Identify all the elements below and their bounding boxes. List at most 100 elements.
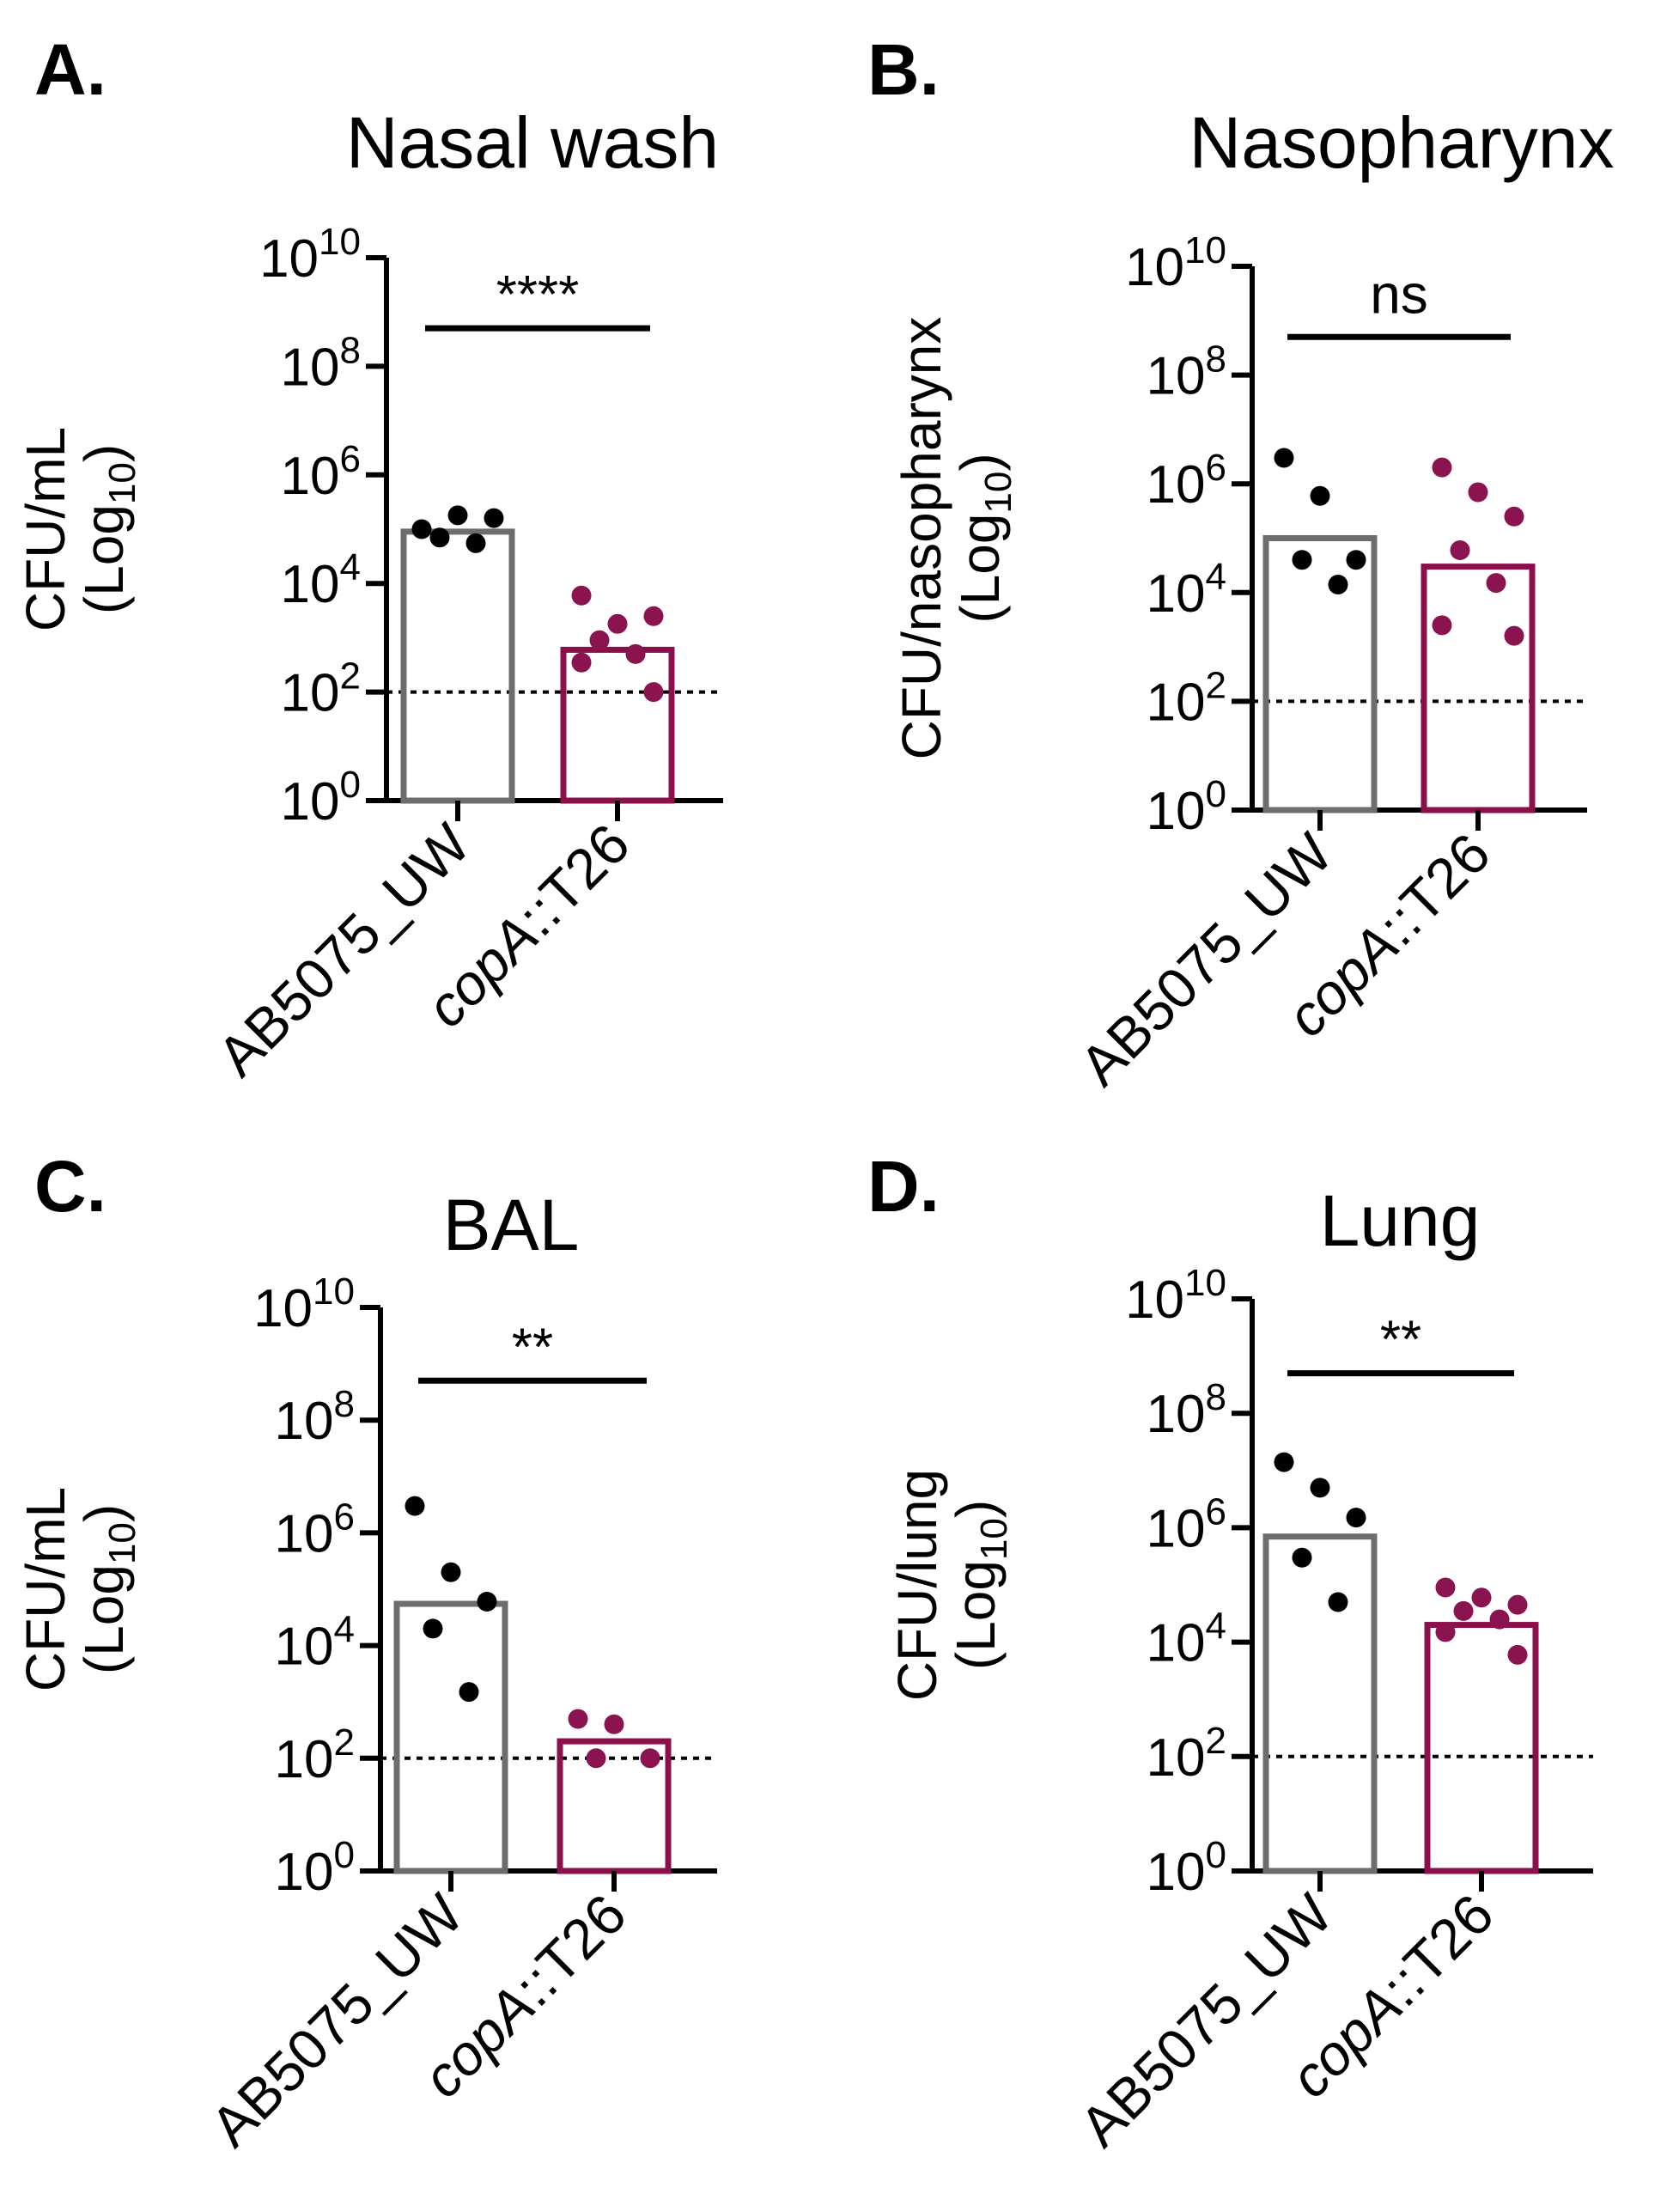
y-tick-base: 10	[1147, 1843, 1206, 1902]
y-tick-exponent: 6	[340, 438, 361, 480]
data-point	[411, 519, 432, 539]
y-axis-label-line2: (Log10)	[945, 1500, 1015, 1670]
data-point	[586, 1748, 606, 1769]
y-tick-label: 102	[1147, 664, 1226, 732]
y-tick-base: 10	[1125, 238, 1184, 297]
y-label-subscript: 10	[977, 472, 1019, 514]
y-tick-base: 10	[275, 1392, 334, 1451]
y-label-log: (Log	[945, 1560, 1007, 1670]
y-axis-label-line1: CFU/lung	[886, 1469, 948, 1701]
y-tick-base: 10	[1147, 564, 1206, 624]
significance-label: ns	[1370, 263, 1428, 325]
data-point	[459, 1682, 479, 1703]
data-point	[571, 585, 592, 606]
y-tick-label: 100	[1147, 1834, 1226, 1902]
y-tick-label: 100	[275, 1834, 355, 1902]
y-tick-label: 100	[1147, 773, 1226, 841]
data-point	[447, 505, 468, 526]
y-label-log: (Log	[73, 1564, 135, 1674]
data-point	[1507, 1594, 1528, 1615]
data-point	[571, 652, 592, 673]
y-tick-exponent: 6	[334, 1496, 355, 1538]
y-tick-exponent: 4	[1206, 556, 1226, 598]
panel-letter: D.	[867, 1146, 940, 1227]
y-tick-label: 100	[281, 764, 361, 832]
panel-b: B.NasopharynxCFU/nasopharynx(Log10)10010…	[867, 29, 1614, 1098]
data-point	[465, 533, 486, 553]
y-axis-label: CFU/mL(Log10)	[15, 1487, 143, 1691]
y-tick-base: 10	[259, 229, 319, 289]
data-point	[1450, 540, 1470, 561]
y-label-close: )	[949, 453, 1011, 471]
y-label-close: )	[945, 1500, 1007, 1518]
x-label-ab5075-uw: AB5075_UW	[205, 811, 483, 1088]
y-tick-label: 1010	[259, 221, 361, 289]
panel-letter: C.	[34, 1146, 106, 1227]
data-point	[484, 508, 504, 528]
y-tick-exponent: 10	[313, 1271, 355, 1313]
data-point	[1328, 1592, 1348, 1612]
y-tick-base: 10	[281, 447, 340, 506]
y-tick-base: 10	[1147, 1385, 1206, 1444]
data-point	[643, 682, 664, 703]
x-label-text: AB5075_UW	[198, 1881, 476, 2159]
x-label-ab5075-uw: AB5075_UW	[198, 1881, 476, 2159]
panel-letter: B.	[867, 29, 940, 110]
panel-d: D. LungCFU/lung(Log10)1001021041061081010…	[867, 1146, 1593, 2159]
y-tick-base: 10	[281, 664, 340, 723]
data-point	[589, 630, 610, 650]
y-tick-label: 1010	[253, 1271, 355, 1338]
y-tick-base: 10	[281, 338, 340, 397]
panel-letter: A.	[34, 29, 106, 110]
x-label-text: AB5075_UW	[205, 811, 483, 1088]
y-label-subscript: 10	[101, 1522, 143, 1564]
y-tick-exponent: 10	[319, 221, 361, 263]
data-point	[477, 1592, 497, 1612]
y-tick-base: 10	[1147, 782, 1206, 841]
y-tick-base: 10	[253, 1279, 313, 1338]
significance-label: **	[1380, 1311, 1421, 1370]
y-tick-exponent: 0	[334, 1834, 355, 1876]
y-tick-label: 108	[1147, 1376, 1226, 1444]
y-tick-label: 104	[281, 546, 361, 614]
y-tick-exponent: 10	[1184, 1262, 1226, 1304]
chart-title: BAL	[443, 1185, 580, 1265]
y-tick-label: 106	[1147, 1490, 1226, 1558]
data-point	[568, 1709, 588, 1729]
data-point	[1504, 506, 1524, 527]
y-tick-label: 102	[1147, 1720, 1226, 1788]
significance-label: ****	[496, 265, 580, 325]
chart-title: Nasopharynx	[1189, 102, 1615, 183]
y-tick-exponent: 6	[1206, 447, 1226, 489]
data-point	[1310, 1478, 1330, 1498]
bar-copa-t26	[560, 646, 675, 804]
data-point	[1507, 1644, 1528, 1665]
x-label-ab5075-uw: AB5075_UW	[1068, 1881, 1345, 2159]
data-point	[1346, 1508, 1366, 1528]
data-point	[1274, 448, 1294, 468]
y-axis-label-line1: CFU/nasopharynx	[891, 317, 952, 760]
y-tick-label: 106	[1147, 447, 1226, 515]
y-tick-base: 10	[275, 1843, 334, 1902]
y-tick-exponent: 8	[334, 1383, 355, 1425]
y-tick-base: 10	[1125, 1271, 1184, 1330]
y-tick-exponent: 4	[1206, 1606, 1226, 1648]
chart-title: Lung	[1320, 1180, 1481, 1261]
data-point	[1432, 615, 1452, 636]
x-label-ab5075-uw: AB5075_UW	[1068, 820, 1345, 1098]
y-tick-label: 104	[1147, 1606, 1226, 1673]
y-tick-exponent: 2	[334, 1721, 355, 1764]
x-label-text: AB5075_UW	[1068, 820, 1345, 1098]
y-tick-label: 108	[275, 1383, 355, 1451]
y-tick-label: 1010	[1125, 1262, 1226, 1330]
y-label-log: (Log	[73, 504, 135, 614]
bar-ab5075-uw	[400, 528, 515, 804]
y-tick-base: 10	[275, 1504, 334, 1563]
data-point	[1435, 1577, 1456, 1598]
data-point	[1274, 1452, 1294, 1472]
data-point	[1504, 625, 1524, 646]
panel-a: A.Nasal washCFU/mL(Log10)100102104106108…	[15, 29, 723, 1088]
y-tick-base: 10	[1147, 673, 1206, 732]
y-tick-base: 10	[275, 1618, 334, 1677]
